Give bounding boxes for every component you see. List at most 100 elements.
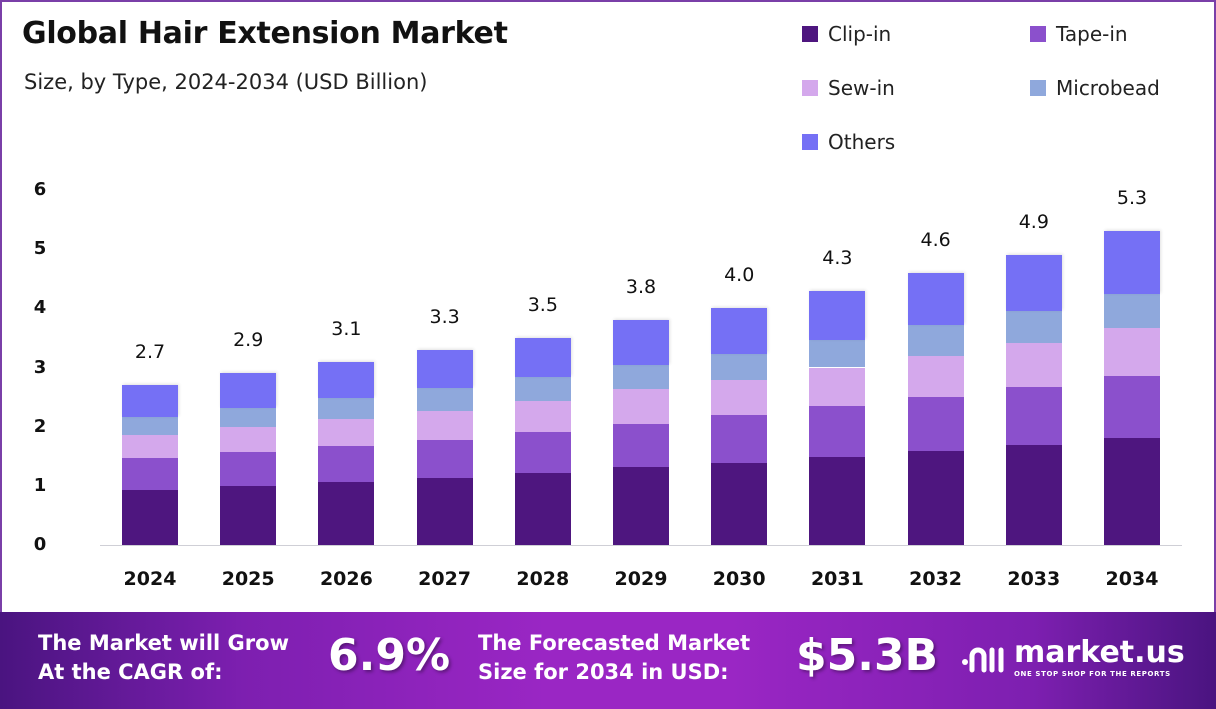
- legend-swatch: [1030, 26, 1046, 42]
- legend-swatch: [1030, 80, 1046, 96]
- forecast-label-line2: Size for 2034 in USD:: [478, 660, 729, 684]
- bar-total-label: 3.8: [625, 276, 657, 299]
- y-tick-label: 0: [33, 534, 47, 555]
- bar-segment-sew-in-2029: [613, 389, 669, 424]
- bar-segment-sew-in-2031: [809, 367, 866, 406]
- brand-tagline: ONE STOP SHOP FOR THE REPORTS: [1014, 670, 1171, 678]
- x-tick-label: 2032: [909, 568, 963, 590]
- bar-total-label: 3.5: [527, 293, 558, 316]
- bar-segment-microbead-2028: [514, 376, 571, 401]
- brand-name: market.us: [1014, 635, 1185, 670]
- bar-segment-sew-in-2030: [711, 379, 768, 416]
- bar-segment-microbead-2031: [809, 339, 866, 368]
- legend-item-clip-in: Clip-in: [802, 22, 891, 46]
- legend-swatch: [802, 80, 818, 96]
- bar-segment-clip-in-2024: [122, 489, 178, 545]
- y-tick-label: 1: [33, 474, 47, 496]
- legend-swatch: [802, 26, 818, 42]
- bar-segment-microbead-2026: [318, 398, 375, 419]
- bar-segment-tape-in-2029: [613, 423, 669, 468]
- bar-segment-others-2029: [613, 320, 669, 365]
- bar-segment-others-2027: [416, 349, 473, 389]
- bar-segment-microbead-2024: [122, 416, 178, 435]
- bar-total-label: 3.3: [429, 305, 460, 328]
- y-tick-label: 5: [33, 238, 47, 260]
- bar-segment-sew-in-2034: [1104, 328, 1160, 376]
- bar-segment-sew-in-2026: [318, 418, 375, 447]
- bar-segment-sew-in-2028: [514, 400, 571, 432]
- bar-segment-clip-in-2033: [1005, 445, 1062, 545]
- bar-segment-microbead-2030: [711, 353, 768, 380]
- bar-segment-clip-in-2034: [1104, 437, 1160, 545]
- chart-subtitle: Size, by Type, 2024-2034 (USD Billion): [24, 70, 428, 94]
- bar-segment-sew-in-2033: [1005, 343, 1062, 388]
- y-tick-label: 4: [33, 297, 47, 319]
- legend-label: Clip-in: [828, 22, 892, 46]
- bar-segment-clip-in-2026: [318, 482, 375, 545]
- forecast-label-line1: The Forecasted Market: [478, 631, 751, 655]
- bar-segment-microbead-2033: [1005, 310, 1062, 344]
- bar-segment-tape-in-2024: [122, 458, 178, 490]
- legend-item-sew-in: Sew-in: [802, 76, 895, 100]
- chart-frame: [0, 0, 1216, 614]
- y-tick-label: 3: [33, 356, 47, 378]
- x-tick-label: 2026: [319, 568, 373, 590]
- bar-segment-clip-in-2028: [514, 472, 571, 545]
- cagr-label-line1: The Market will Grow: [38, 631, 289, 655]
- bar-segment-tape-in-2025: [220, 452, 277, 487]
- market-us-logo-icon: [962, 647, 1004, 673]
- bar-segment-clip-in-2029: [613, 467, 669, 545]
- bar-segment-microbead-2032: [907, 325, 964, 356]
- cagr-label-line2: At the CAGR of:: [38, 660, 223, 684]
- bar-segment-tape-in-2027: [416, 439, 473, 479]
- bar-total-label: 5.3: [1116, 187, 1148, 210]
- bar-segment-clip-in-2031: [809, 456, 866, 545]
- bar-segment-tape-in-2028: [514, 431, 571, 473]
- x-tick-label: 2034: [1105, 568, 1159, 590]
- bar-segment-tape-in-2030: [711, 415, 768, 463]
- bar-total-label: 2.9: [233, 329, 264, 352]
- bar-segment-others-2033: [1005, 255, 1062, 311]
- bar-segment-microbead-2034: [1104, 294, 1160, 329]
- bar-total-label: 4.3: [822, 246, 853, 269]
- legend-item-others: Others: [802, 130, 895, 154]
- bar-segment-sew-in-2027: [416, 410, 473, 440]
- legend-item-tape-in: Tape-in: [1030, 22, 1128, 46]
- bar-segment-tape-in-2026: [318, 446, 375, 483]
- y-tick-label: 6: [33, 179, 47, 200]
- x-tick-label: 2027: [418, 568, 472, 590]
- bar-segment-clip-in-2027: [416, 478, 473, 545]
- x-tick-label: 2033: [1007, 568, 1061, 590]
- bar-segment-tape-in-2032: [907, 397, 964, 451]
- bar-total-label: 4.6: [920, 228, 951, 251]
- x-axis-line: [100, 545, 1182, 546]
- bar-segment-others-2026: [318, 361, 375, 399]
- bar-segment-microbead-2027: [416, 388, 473, 411]
- bar-total-label: 4.0: [724, 264, 755, 287]
- legend-label: Sew-in: [828, 76, 895, 100]
- bar-segment-microbead-2025: [220, 407, 277, 428]
- bar-segment-others-2034: [1104, 231, 1160, 295]
- bar-segment-others-2032: [907, 272, 964, 326]
- bar-segment-clip-in-2032: [907, 450, 964, 545]
- bar-segment-others-2025: [220, 373, 277, 408]
- brand-logo: market.us ONE STOP SHOP FOR THE REPORTS: [960, 638, 1185, 678]
- bar-total-label: 4.9: [1018, 211, 1049, 234]
- x-tick-label: 2030: [712, 568, 766, 590]
- bar-segment-others-2024: [122, 385, 178, 417]
- bar-segment-sew-in-2024: [122, 434, 178, 458]
- bar-segment-others-2028: [514, 337, 571, 377]
- bar-segment-sew-in-2025: [220, 427, 277, 453]
- x-tick-label: 2024: [123, 568, 177, 590]
- bar-segment-clip-in-2030: [711, 462, 768, 545]
- bar-total-label: 2.7: [134, 341, 166, 364]
- x-tick-label: 2025: [221, 568, 275, 590]
- bar-segment-others-2030: [711, 308, 768, 354]
- bar-segment-others-2031: [809, 290, 866, 340]
- y-tick-label: 2: [33, 415, 47, 437]
- legend-label: Others: [828, 130, 896, 154]
- bar-segment-clip-in-2025: [220, 486, 277, 545]
- legend-label: Microbead: [1056, 76, 1160, 100]
- forecast-value: $5.3B: [796, 630, 939, 681]
- chart-title: Global Hair Extension Market: [22, 16, 508, 51]
